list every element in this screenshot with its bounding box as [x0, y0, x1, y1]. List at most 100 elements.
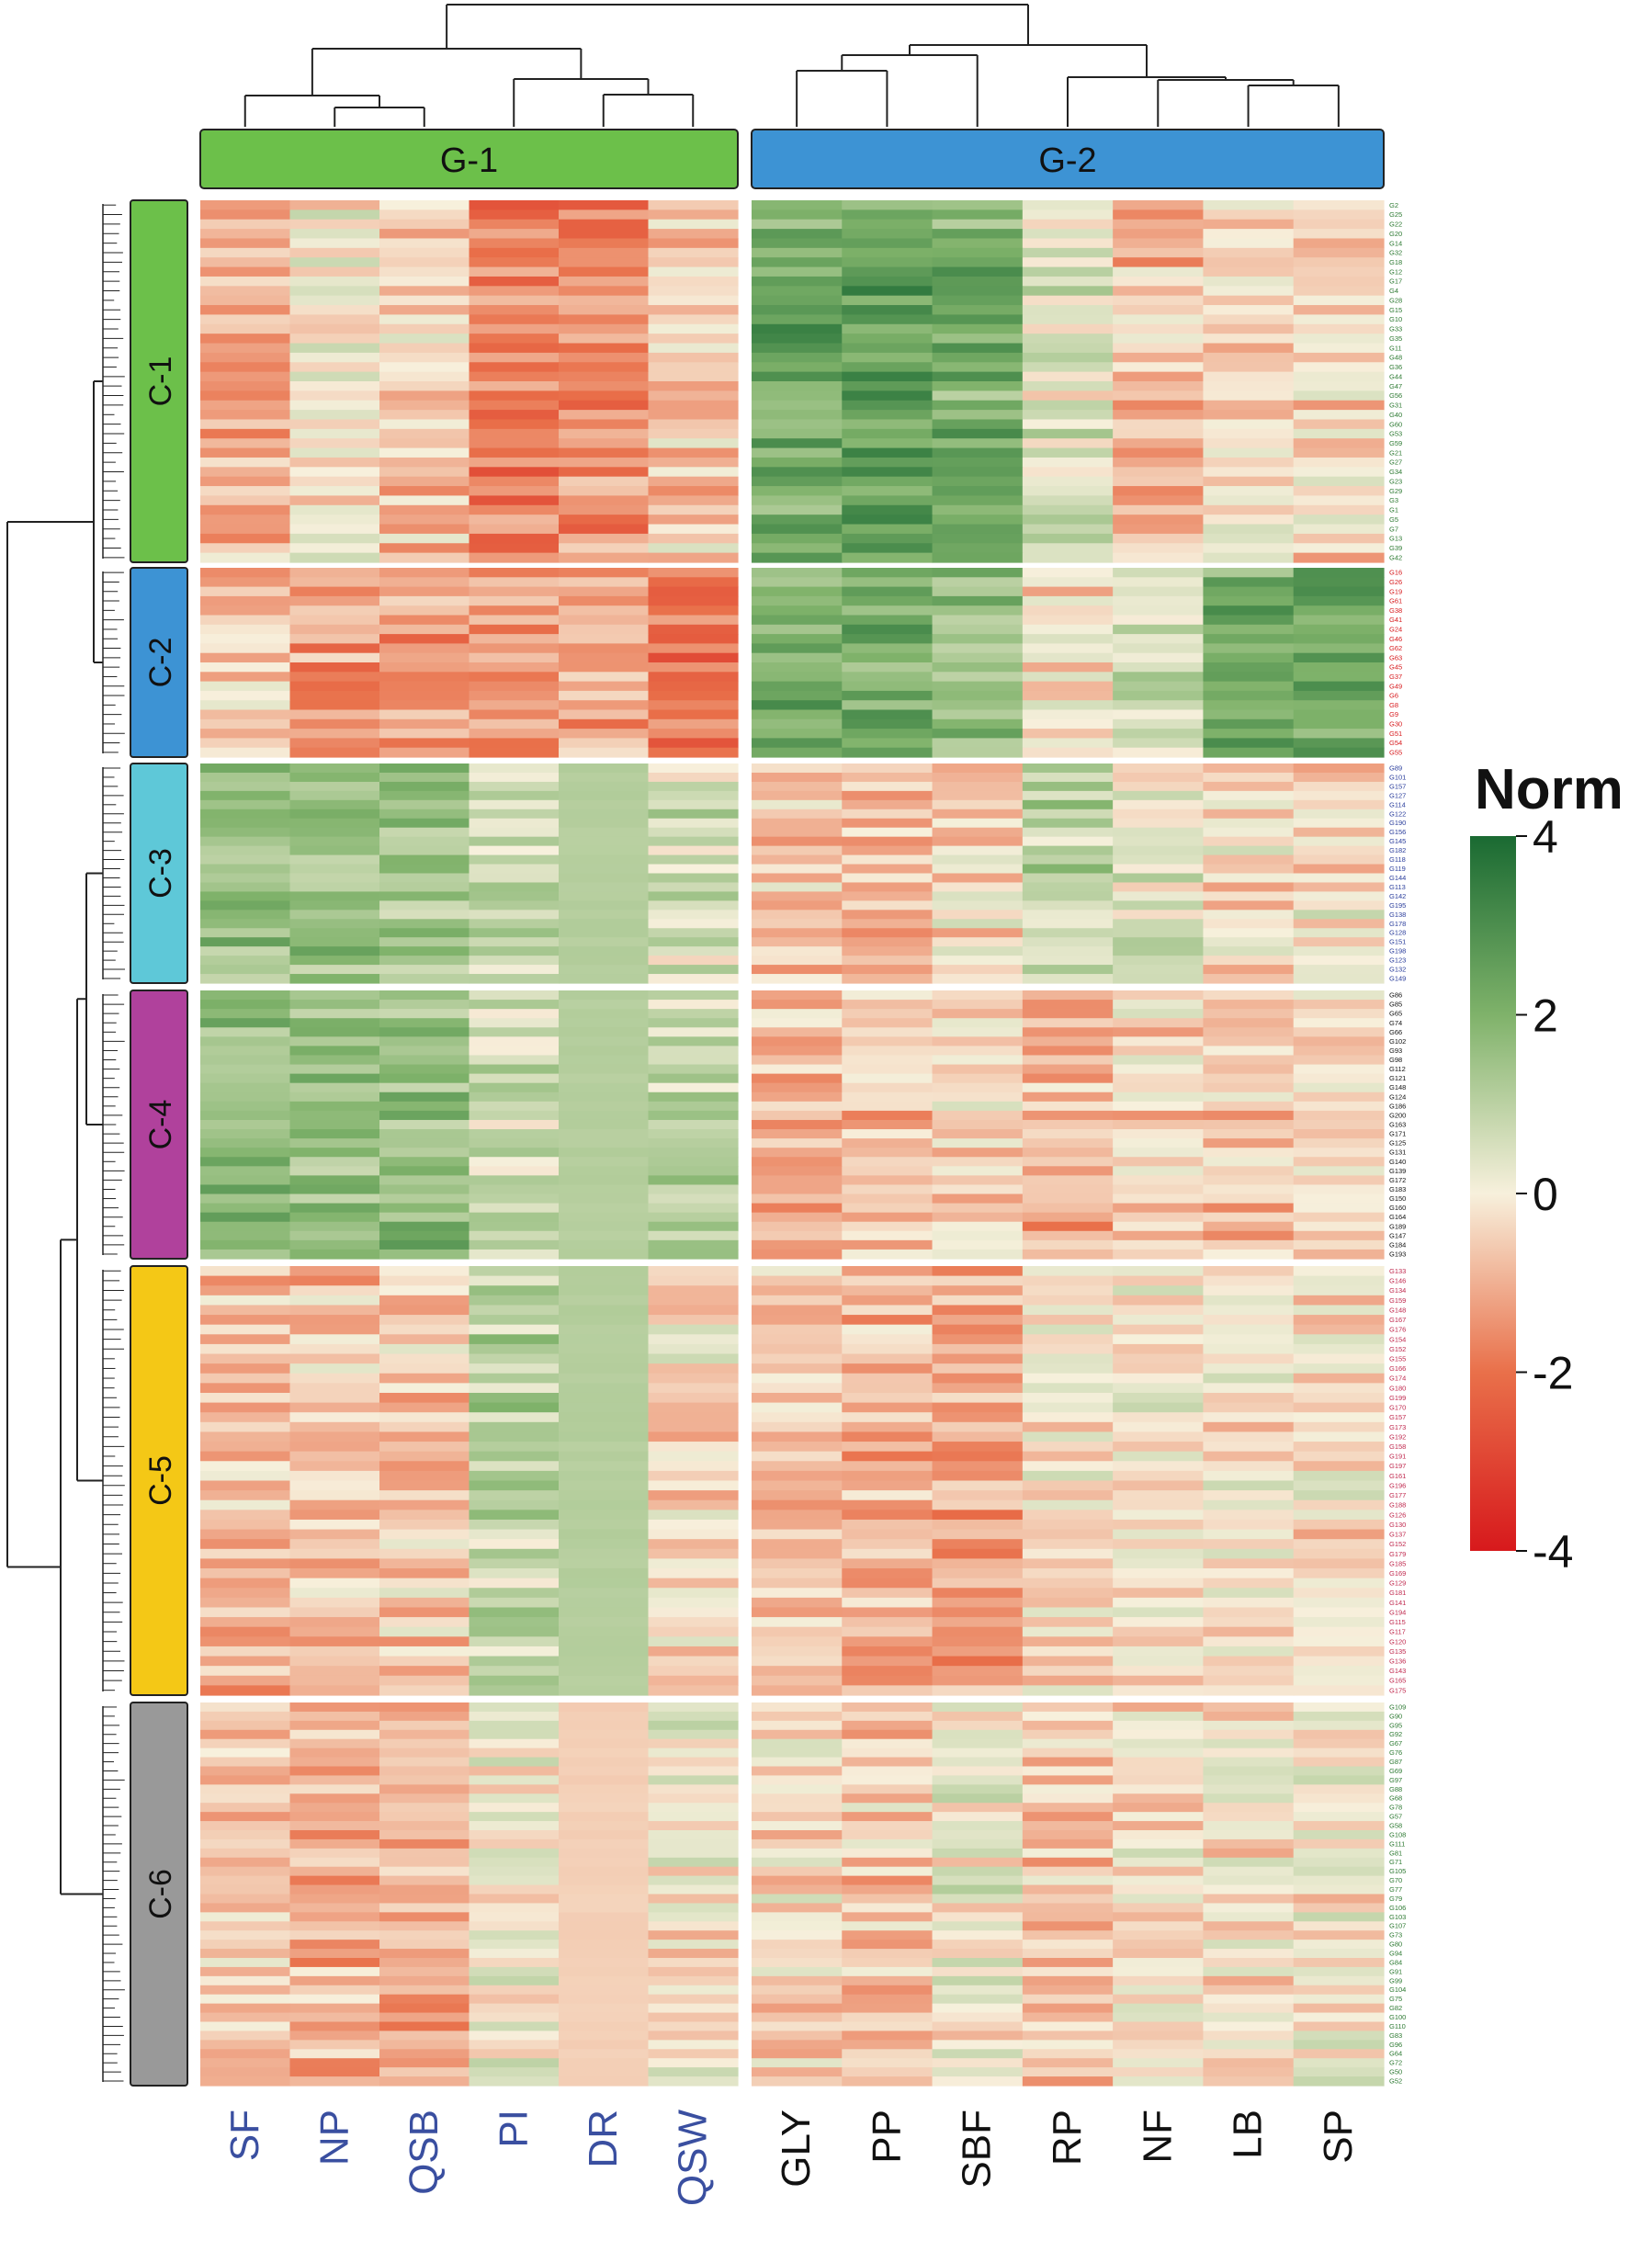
- heatmap-cell: [1203, 1940, 1295, 1950]
- heatmap-cell: [842, 410, 933, 421]
- heatmap-cell: [752, 1510, 843, 1521]
- gene-label: G124: [1389, 1092, 1406, 1101]
- gene-label: G118: [1389, 855, 1406, 864]
- heatmap-cell: [200, 1373, 291, 1384]
- heatmap-cell: [200, 1363, 291, 1374]
- heatmap-cell: [648, 504, 739, 515]
- heatmap-cell: [1113, 352, 1205, 363]
- heatmap-cell: [1293, 1073, 1385, 1084]
- heatmap-cell: [469, 2003, 560, 2014]
- heatmap-cell: [289, 827, 380, 838]
- heatmap-cell: [379, 515, 470, 526]
- heatmap-cell: [1113, 209, 1205, 221]
- heatmap-cell: [648, 428, 739, 439]
- heatmap-cell: [842, 946, 933, 956]
- heatmap-cell: [752, 1064, 843, 1075]
- heatmap-cell: [469, 1490, 560, 1501]
- heatmap-cell: [559, 1343, 650, 1355]
- heatmap-cell: [559, 595, 650, 606]
- heatmap-cell: [559, 1578, 650, 1589]
- gene-label: G19: [1389, 587, 1402, 595]
- heatmap-cell: [842, 1027, 933, 1037]
- heatmap-cell: [289, 410, 380, 421]
- gene-label: G59: [1389, 439, 1402, 447]
- heatmap-cell: [469, 1000, 560, 1010]
- heatmap-cell: [1022, 1617, 1114, 1628]
- heatmap-cell: [1203, 2076, 1295, 2087]
- heatmap-cell: [932, 543, 1024, 554]
- heatmap-cell: [1203, 209, 1295, 221]
- heatmap-cell: [842, 352, 933, 363]
- heatmap-cell: [1113, 1392, 1205, 1404]
- heatmap-cell: [379, 605, 470, 616]
- gene-label: G141: [1389, 1599, 1406, 1607]
- heatmap-cell: [289, 295, 380, 306]
- heatmap-cell: [1022, 1903, 1114, 1913]
- heatmap-cell: [1113, 400, 1205, 411]
- heatmap-cell: [1203, 1702, 1295, 1713]
- heatmap-cell: [289, 1930, 380, 1940]
- gene-label: G144: [1389, 874, 1406, 882]
- heatmap-cell: [1293, 956, 1385, 966]
- gene-label: G94: [1389, 1950, 1402, 1958]
- heatmap-cell: [1293, 2058, 1385, 2068]
- heatmap-cell: [752, 1046, 843, 1057]
- heatmap-cell: [842, 990, 933, 1001]
- gene-label: G135: [1389, 1647, 1406, 1656]
- heatmap-cell: [1203, 1597, 1295, 1609]
- heatmap-cell: [752, 1940, 843, 1950]
- heatmap-cell: [648, 1383, 739, 1394]
- gene-label: G72: [1389, 2059, 1402, 2067]
- heatmap-cell: [289, 809, 380, 820]
- gene-label: G157: [1389, 1413, 1406, 1421]
- heatmap-cell: [648, 1064, 739, 1075]
- heatmap-cell: [752, 2040, 843, 2050]
- heatmap-cell: [932, 864, 1024, 875]
- heatmap-cell: [932, 447, 1024, 458]
- heatmap-cell: [1022, 238, 1114, 249]
- heatmap-cell: [648, 334, 739, 345]
- heatmap-cell: [1022, 1757, 1114, 1768]
- heatmap-cell: [1203, 1166, 1295, 1176]
- heatmap-cell: [559, 410, 650, 421]
- heatmap-cell: [842, 1617, 933, 1628]
- heatmap-cell: [932, 219, 1024, 230]
- heatmap-cell: [200, 1203, 291, 1214]
- heatmap-cell: [648, 1324, 739, 1335]
- heatmap-cell: [932, 323, 1024, 334]
- gene-label: G10: [1389, 315, 1402, 323]
- heatmap-cell: [1203, 1285, 1295, 1296]
- heatmap-cell: [200, 974, 291, 984]
- heatmap-cell: [200, 467, 291, 478]
- heatmap-cell: [1022, 1461, 1114, 1472]
- heatmap-cell: [842, 286, 933, 297]
- heatmap-cell: [469, 286, 560, 297]
- heatmap-cell: [200, 1412, 291, 1423]
- heatmap-cell: [379, 1373, 470, 1384]
- heatmap-cell: [752, 524, 843, 535]
- heatmap-cell: [200, 1315, 291, 1326]
- heatmap-cell: [648, 447, 739, 458]
- heatmap-cell: [469, 974, 560, 984]
- heatmap-cell: [1203, 1295, 1295, 1306]
- heatmap-cell: [1022, 937, 1114, 947]
- heatmap-cell: [289, 495, 380, 506]
- heatmap-cell: [289, 1921, 380, 1931]
- heatmap-cell: [1293, 381, 1385, 391]
- heatmap-cell: [932, 1940, 1024, 1950]
- heatmap-cell: [200, 1821, 291, 1831]
- heatmap-cell: [469, 1431, 560, 1442]
- heatmap-cell: [752, 1617, 843, 1628]
- heatmap-cell: [1293, 836, 1385, 847]
- heatmap-cell: [559, 1490, 650, 1501]
- gene-label: G143: [1389, 1667, 1406, 1675]
- heatmap-cell: [842, 738, 933, 749]
- heatmap-cell: [752, 747, 843, 758]
- heatmap-cell: [1293, 1334, 1385, 1345]
- heatmap-cell: [1293, 652, 1385, 663]
- heatmap-cell: [648, 781, 739, 792]
- heatmap-cell: [469, 891, 560, 901]
- heatmap-cell: [1022, 1558, 1114, 1569]
- heatmap-cell: [648, 1499, 739, 1510]
- heatmap-cell: [469, 334, 560, 345]
